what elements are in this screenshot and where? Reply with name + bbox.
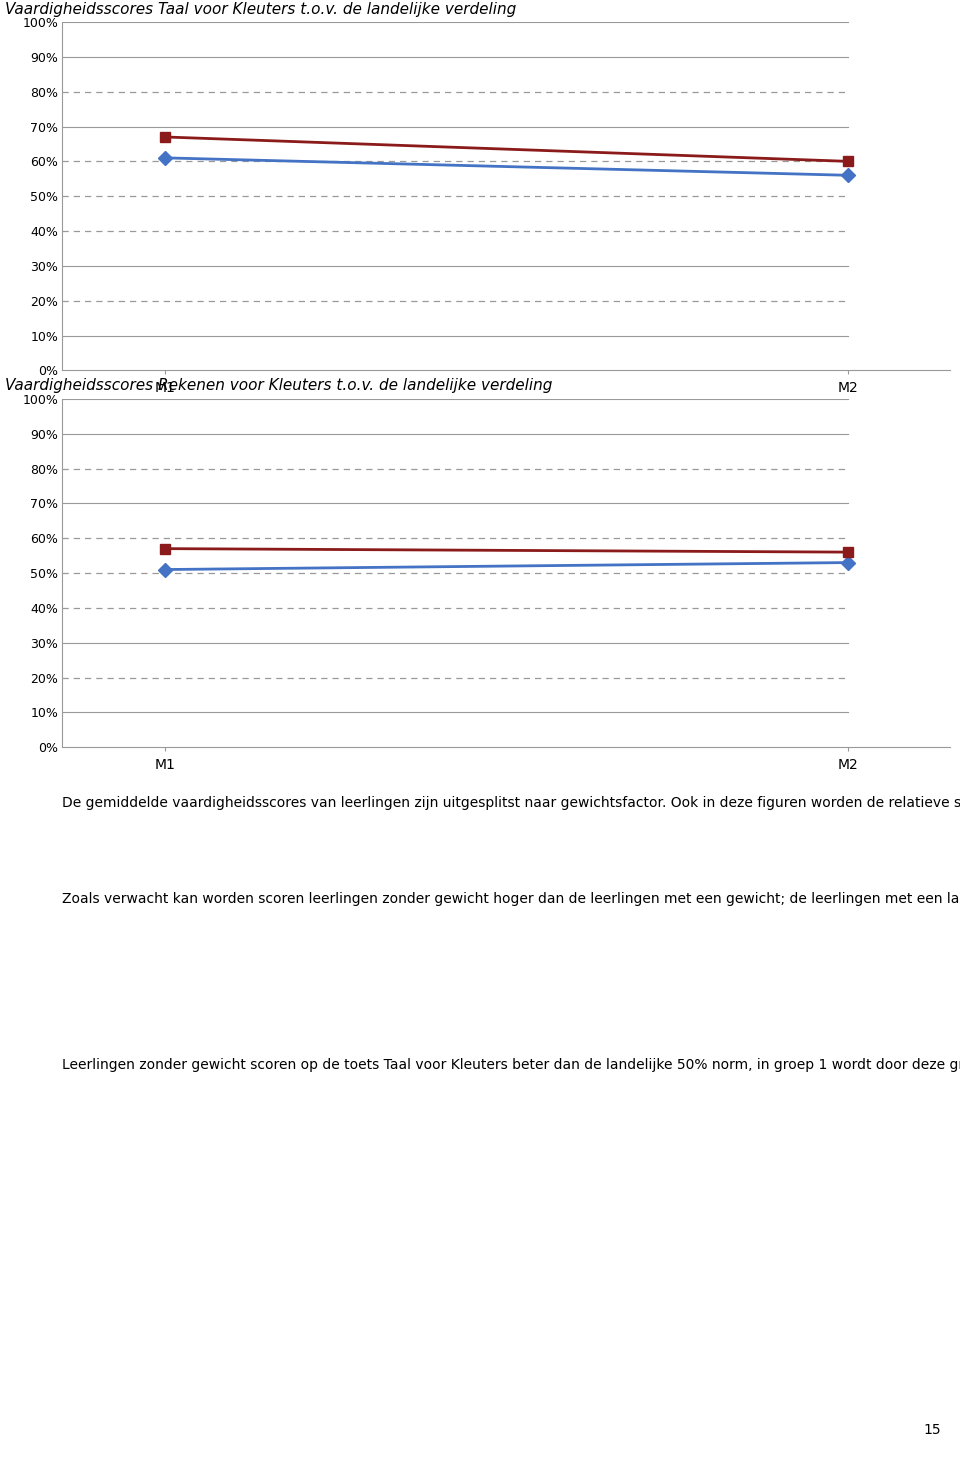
Line: 2012/2013: 2012/2013: [160, 152, 852, 180]
2013/2014: [842, 152, 853, 170]
Line: 2013/2014: 2013/2014: [160, 544, 852, 557]
Text: 15: 15: [924, 1423, 942, 1437]
2013/2014: [159, 539, 171, 557]
Line: 2013/2014: 2013/2014: [160, 132, 852, 166]
2013/2014: [159, 128, 171, 145]
Text: Zoals verwacht kan worden scoren leerlingen zonder gewicht hoger dan de leerling: Zoals verwacht kan worden scoren leerlin…: [62, 891, 960, 906]
2012/2013: [842, 167, 853, 185]
2012/2013: [159, 150, 171, 167]
2013/2014: [842, 544, 853, 561]
2012/2013: [842, 554, 853, 572]
Text: Leerlingen zonder gewicht scoren op de toets Taal voor Kleuters beter dan de lan: Leerlingen zonder gewicht scoren op de t…: [62, 1057, 960, 1072]
Text: Vaardigheidsscores Taal voor Kleuters t.o.v. de landelijke verdeling: Vaardigheidsscores Taal voor Kleuters t.…: [5, 1, 516, 16]
Text: De gemiddelde vaardigheidsscores van leerlingen zijn uitgesplitst naar gewichtsf: De gemiddelde vaardigheidsscores van lee…: [62, 796, 960, 809]
Text: Vaardigheidsscores Rekenen voor Kleuters t.o.v. de landelijke verdeling: Vaardigheidsscores Rekenen voor Kleuters…: [5, 378, 552, 393]
2012/2013: [159, 560, 171, 578]
Line: 2012/2013: 2012/2013: [160, 557, 852, 575]
